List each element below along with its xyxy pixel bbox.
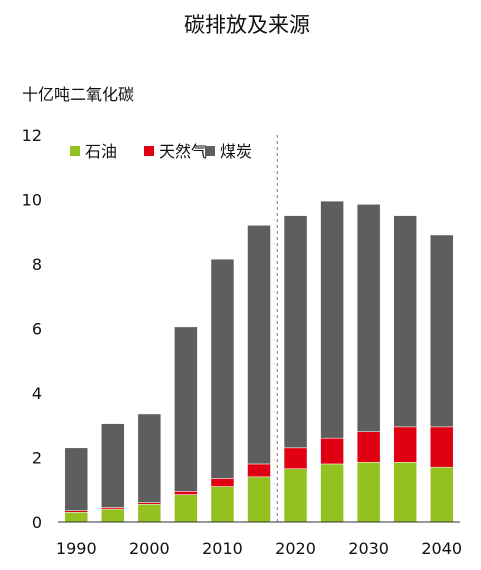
bar-segment <box>356 204 381 432</box>
bar-segment <box>283 468 308 523</box>
bar-segment <box>137 413 162 503</box>
bar-segment <box>393 215 417 428</box>
bar-segment <box>393 426 417 463</box>
bar-segment <box>320 463 344 523</box>
bar-segment <box>210 478 235 487</box>
bar-segment <box>174 494 198 523</box>
y-axis-label: 十亿吨二氧化碳 <box>22 85 134 104</box>
bar-segment <box>137 504 162 523</box>
bar-segment <box>64 512 89 523</box>
x-tick-label: 2040 <box>421 539 462 558</box>
bar-segment <box>320 437 344 465</box>
legend-label: 煤炭 <box>220 142 252 161</box>
bar-segment <box>247 225 271 465</box>
bar-segment <box>320 200 344 439</box>
x-tick-label: 2020 <box>275 539 316 558</box>
legend: 石油 天然气 煤炭 <box>70 142 252 161</box>
y-axis-ticks: 0 2 4 6 8 10 12 <box>22 126 42 532</box>
legend-swatch <box>144 146 154 156</box>
bar-segment <box>429 466 454 523</box>
y-tick-label: 8 <box>32 255 42 274</box>
legend-label: 天然气 <box>159 142 207 161</box>
bar-segment <box>356 431 381 463</box>
chart-title: 碳排放及来源 <box>184 13 310 37</box>
x-tick-label: 2010 <box>202 539 243 558</box>
legend-label: 石油 <box>85 142 117 161</box>
bar-segment <box>101 508 125 523</box>
bar-segment <box>101 423 125 508</box>
bar-segment <box>429 426 454 468</box>
bar-segment <box>247 463 271 478</box>
y-tick-label: 4 <box>32 384 42 403</box>
bar-segment <box>247 476 271 523</box>
legend-swatch <box>70 146 80 156</box>
y-tick-label: 0 <box>32 513 42 532</box>
bar-series-group <box>64 200 454 523</box>
x-axis-ticks: 1990 2000 2010 2020 2030 2040 <box>56 539 462 558</box>
y-tick-label: 10 <box>22 191 42 210</box>
bar-segment <box>283 215 308 449</box>
bar-segment <box>393 462 417 523</box>
x-tick-label: 2000 <box>129 539 170 558</box>
legend-swatch <box>205 146 215 156</box>
bar-segment <box>429 234 454 428</box>
bar-segment <box>283 447 308 470</box>
x-tick-label: 2030 <box>348 539 389 558</box>
bar-segment <box>174 491 198 495</box>
y-tick-label: 2 <box>32 449 42 468</box>
y-tick-label: 12 <box>22 126 42 145</box>
y-tick-label: 6 <box>32 320 42 339</box>
bar-segment <box>210 258 235 479</box>
bar-segment <box>174 326 198 492</box>
bar-segment <box>64 447 89 511</box>
x-tick-label: 1990 <box>56 539 97 558</box>
bar-segment <box>210 486 235 523</box>
bar-segment <box>356 462 381 523</box>
